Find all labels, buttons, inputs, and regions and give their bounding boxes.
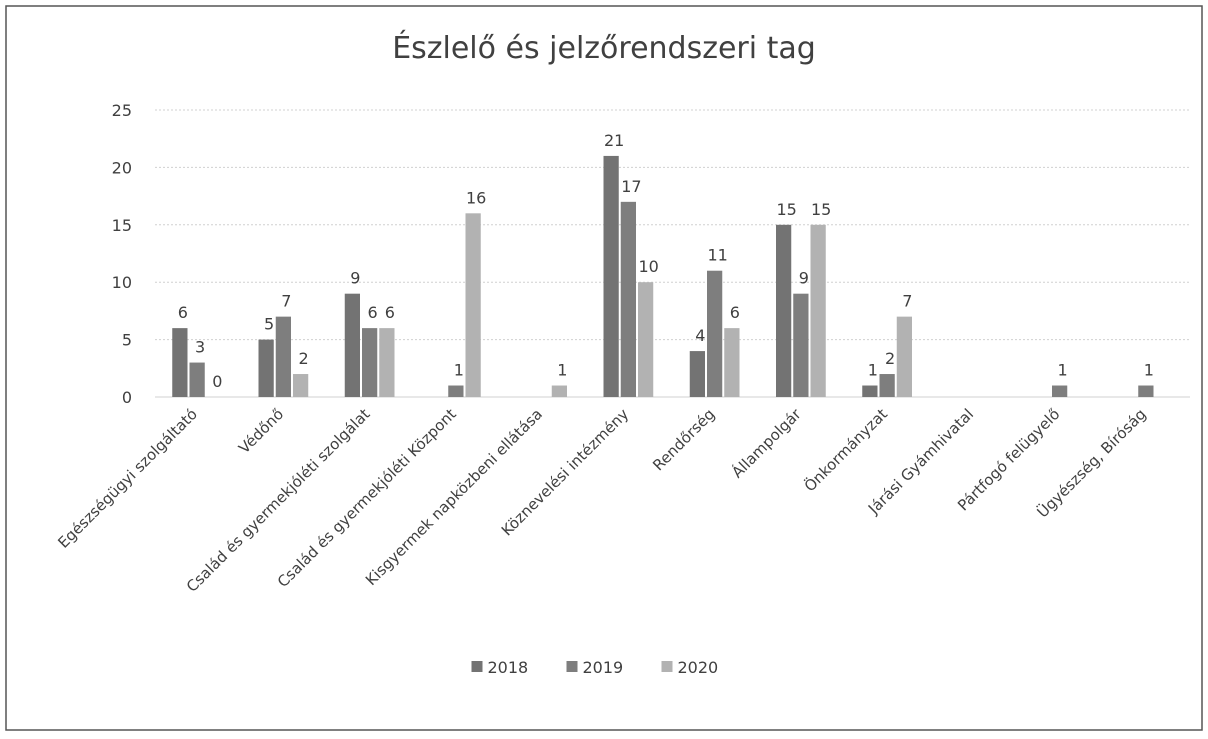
- y-tick-label: 20: [112, 158, 132, 177]
- bar: [896, 316, 912, 397]
- bar: [551, 385, 567, 397]
- value-label: 4: [695, 326, 705, 345]
- bar: [448, 385, 464, 397]
- y-tick-label: 0: [122, 388, 132, 407]
- bar: [275, 316, 291, 397]
- value-label: 7: [902, 292, 912, 311]
- value-label: 1: [1144, 361, 1154, 380]
- value-label: 7: [281, 292, 291, 311]
- value-label: 1: [454, 361, 464, 380]
- bar: [465, 213, 481, 397]
- bar: [862, 385, 878, 397]
- bar: [603, 155, 619, 397]
- bar: [258, 339, 274, 397]
- legend-swatch: [566, 661, 578, 672]
- value-label: 9: [350, 269, 360, 288]
- value-label: 1: [1058, 361, 1068, 380]
- value-label: 21: [604, 131, 624, 150]
- legend-swatch: [471, 661, 483, 672]
- y-tick-label: 5: [122, 331, 132, 350]
- bar: [362, 328, 378, 397]
- value-label: 11: [707, 246, 727, 265]
- value-label: 15: [776, 200, 796, 219]
- legend-label: 2020: [678, 658, 719, 677]
- value-label: 16: [466, 188, 486, 207]
- bar: [810, 224, 826, 397]
- chart-title: Észlelő és jelzőrendszeri tag: [392, 30, 816, 66]
- value-label: 10: [638, 257, 658, 276]
- value-label: 2: [885, 349, 895, 368]
- bar: [172, 328, 188, 397]
- legend-label: 2019: [583, 658, 624, 677]
- value-label: 5: [264, 315, 274, 334]
- value-label: 6: [730, 303, 740, 322]
- bar: [344, 293, 360, 397]
- bar: [793, 293, 809, 397]
- value-label: 17: [621, 177, 641, 196]
- value-label: 15: [811, 200, 831, 219]
- bar: [776, 224, 792, 397]
- value-label: 6: [385, 303, 395, 322]
- value-label: 6: [178, 303, 188, 322]
- bar: [1052, 385, 1068, 397]
- value-label: 2: [299, 349, 309, 368]
- value-label: 6: [368, 303, 378, 322]
- y-tick-label: 10: [112, 273, 132, 292]
- y-tick-label: 15: [112, 216, 132, 235]
- bar: [724, 328, 740, 397]
- value-label: 1: [868, 361, 878, 380]
- value-label: 1: [557, 361, 567, 380]
- bar: [879, 374, 895, 397]
- bar: [689, 351, 705, 397]
- bar: [293, 374, 309, 397]
- value-label: 0: [212, 372, 222, 391]
- bar: [638, 282, 654, 397]
- y-tick-label: 25: [112, 101, 132, 120]
- value-label: 3: [195, 338, 205, 357]
- bar: [620, 201, 636, 397]
- bar: [189, 362, 205, 397]
- bar: [379, 328, 395, 397]
- bar: [707, 270, 723, 397]
- bar: [1138, 385, 1154, 397]
- legend-swatch: [661, 661, 673, 672]
- value-label: 9: [799, 269, 809, 288]
- legend-label: 2018: [488, 658, 529, 677]
